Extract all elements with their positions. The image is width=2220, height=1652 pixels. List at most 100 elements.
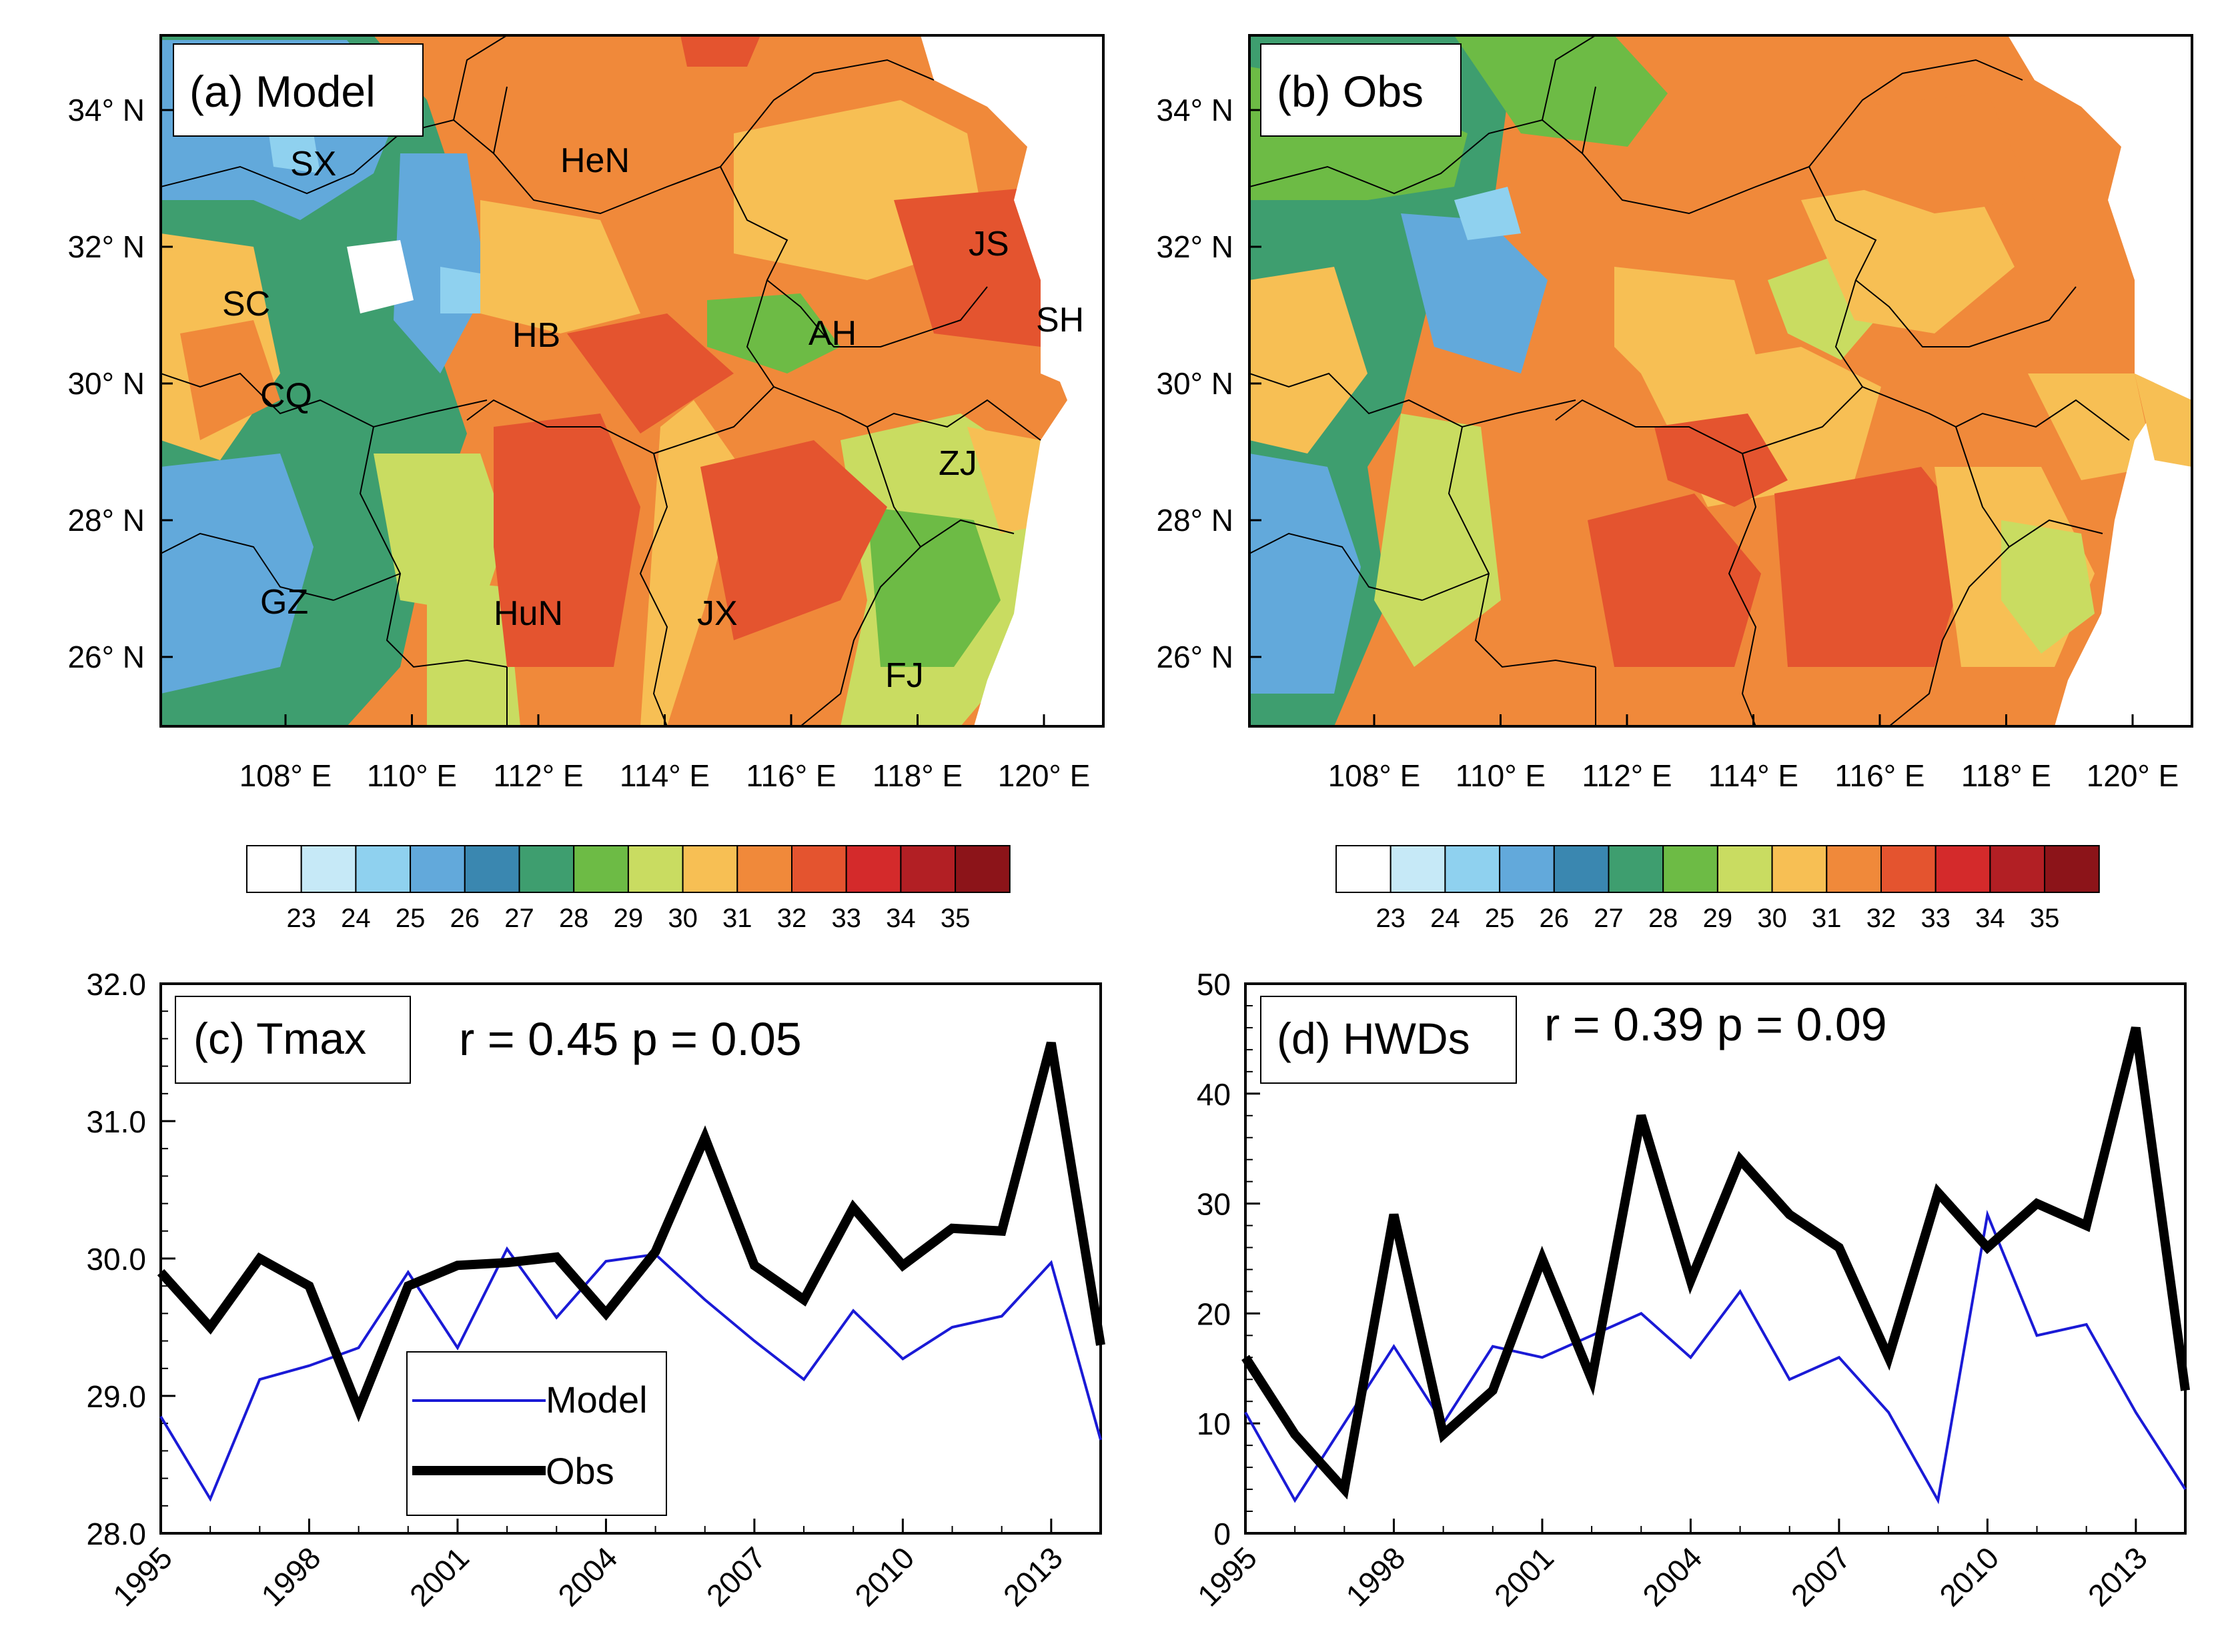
lon-tick-label: 116° E <box>1834 758 1924 793</box>
legend-obs-label: Obs <box>546 1450 614 1492</box>
chart-c-label-box <box>175 996 411 1084</box>
colorbar-swatch <box>246 845 302 893</box>
chart-c-stat: r = 0.45 p = 0.05 <box>459 1013 802 1065</box>
chart-c-lines <box>157 1041 1105 1502</box>
map-a: (a) Model SX HeN JS SC HB AH SH CQ ZJ GZ… <box>67 34 1105 793</box>
obs-series-line <box>1241 1026 2190 1500</box>
colorbar-label: 33 <box>831 904 861 933</box>
x-tick-label: 2001 <box>403 1540 476 1613</box>
colorbar-swatch <box>2044 845 2100 893</box>
colorbar-label: 33 <box>1920 904 1951 933</box>
colorbar-label: 23 <box>1375 904 1406 933</box>
chart-d-label-box <box>1260 996 1517 1084</box>
lat-tick-label: 32° N <box>1156 229 1233 264</box>
lon-tick-label: 116° E <box>746 758 836 793</box>
colorbar-swatch <box>1662 845 1718 893</box>
colorbar-swatch <box>1444 845 1501 893</box>
colorbar-swatch <box>627 845 684 893</box>
colorbar-label: 28 <box>559 904 589 933</box>
map-b-fields <box>1249 35 2155 726</box>
chart-d-lines <box>1241 1026 2190 1505</box>
colorbar-label: 27 <box>1594 904 1624 933</box>
x-tick-label: 2013 <box>2081 1540 2154 1613</box>
lon-tick-label: 110° E <box>367 758 457 793</box>
model-series-line <box>159 1246 1102 1502</box>
lon-tick-label: 112° E <box>493 758 583 793</box>
colorbar-label: 35 <box>2030 904 2060 933</box>
lat-tick-label: 34° N <box>1156 93 1233 127</box>
colorbar-label: 35 <box>941 904 971 933</box>
province-label: AH <box>808 314 857 353</box>
lon-tick-label: 108° E <box>239 758 332 793</box>
colorbar-swatch <box>1335 845 1392 893</box>
y-tick-label: 31.0 <box>86 1104 146 1139</box>
lat-tick-label: 34° N <box>67 93 145 127</box>
legend-box <box>406 1351 667 1516</box>
province-label: HB <box>512 316 560 355</box>
lon-tick-label: 108° E <box>1328 758 1421 793</box>
colorbar-label: 29 <box>1703 904 1733 933</box>
province-label: SC <box>222 285 270 323</box>
province-label: ZJ <box>939 444 977 483</box>
y-tick-label: 0 <box>1213 1517 1231 1551</box>
x-tick-label: 2010 <box>1932 1540 2005 1613</box>
y-tick-label: 10 <box>1197 1407 1231 1441</box>
lon-tick-label: 118° E <box>873 758 963 793</box>
map-b-frame <box>1248 34 2193 728</box>
colorbar-swatch <box>1553 845 1610 893</box>
lon-tick-label: 110° E <box>1456 758 1546 793</box>
colorbar-swatch <box>1771 845 1828 893</box>
chart-d-stat: r = 0.39 p = 0.09 <box>1544 998 1887 1050</box>
y-tick-label: 32.0 <box>86 967 146 1002</box>
colorbar-swatch <box>955 845 1011 893</box>
lat-tick-label: 30° N <box>67 366 145 401</box>
colorbar-label: 30 <box>1757 904 1787 933</box>
colorbar-swatch <box>1608 845 1664 893</box>
obs-series-line <box>157 1041 1105 1423</box>
province-label: CQ <box>260 376 312 415</box>
colorbar-swatch <box>900 845 957 893</box>
colorbar-swatch <box>1716 845 1773 893</box>
lon-tick-label: 114° E <box>1708 758 1798 793</box>
x-tick-label: 2004 <box>1636 1540 1708 1613</box>
chart-c-legend: Model Obs <box>406 1351 667 1516</box>
province-label: JX <box>697 594 738 633</box>
map-b-masked-sea <box>2008 35 2192 726</box>
colorbar-swatch <box>682 845 738 893</box>
province-label: FJ <box>885 656 924 695</box>
colorbar-swatch <box>410 845 466 893</box>
colorbar-label: 32 <box>777 904 807 933</box>
province-label: SH <box>1036 301 1084 339</box>
colorbar-label: 29 <box>614 904 644 933</box>
y-tick-label: 30 <box>1197 1187 1231 1222</box>
x-tick-label: 1998 <box>254 1540 327 1613</box>
province-label: HuN <box>494 594 563 633</box>
map-a-province-labels: SX HeN JS SC HB AH SH CQ ZJ GZ HuN JX FJ <box>222 141 1084 695</box>
x-tick-label: 2007 <box>1784 1540 1857 1613</box>
colorbar-label: 26 <box>450 904 480 933</box>
model-series-line <box>1244 1209 2187 1505</box>
colorbar-label: 28 <box>1648 904 1678 933</box>
map-a-label-box <box>173 43 424 137</box>
lat-tick-label: 32° N <box>67 229 145 264</box>
colorbar-label: 24 <box>1430 904 1460 933</box>
x-tick-label: 2010 <box>848 1540 921 1613</box>
map-a-borders <box>161 35 1041 726</box>
colorbar-swatch <box>845 845 902 893</box>
y-tick-label: 50 <box>1197 967 1231 1002</box>
colorbar-swatch <box>355 845 412 893</box>
colorbar-swatch <box>518 845 575 893</box>
province-label: GZ <box>260 583 308 622</box>
chart-c-title: (c) Tmax <box>193 1014 366 1063</box>
map-b-label-box <box>1260 43 1462 137</box>
colorbar-label: 25 <box>396 904 426 933</box>
x-tick-label: 2013 <box>997 1540 1069 1613</box>
colorbar-label: 23 <box>286 904 316 933</box>
colorbar-swatch <box>573 845 629 893</box>
colorbar-a: 23 24 25 26 27 28 29 30 31 32 33 34 35 <box>246 845 1011 933</box>
colorbar-swatch <box>1880 845 1936 893</box>
x-tick-label: 1998 <box>1339 1540 1412 1613</box>
